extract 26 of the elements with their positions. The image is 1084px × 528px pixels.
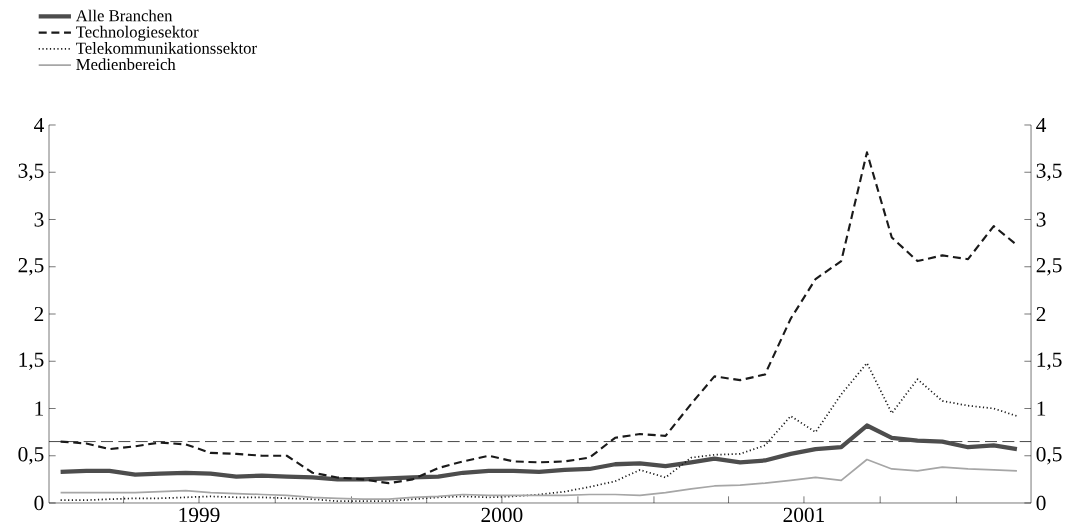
legend-label: Alle Branchen	[75, 9, 173, 22]
y2-tick-label: 3,5	[1036, 163, 1062, 181]
y2-tick-label: 4	[1036, 117, 1047, 133]
y2-tick-label: 1,5	[1037, 352, 1062, 370]
y2-tick-label: 3	[1036, 212, 1046, 227]
y-tick-label: 0	[34, 495, 44, 511]
y2-tick-label: 0	[1036, 495, 1046, 511]
legend-label: Medienbereich	[76, 58, 176, 71]
legend-label: Technologiesektor	[76, 25, 199, 42]
y2-tick-label: 2,5	[1036, 258, 1062, 276]
x-tick-label: 2001	[783, 507, 825, 523]
y-tick-label: 4	[34, 117, 44, 133]
x-tick-label: 2000	[481, 507, 523, 523]
y-tick-label: 3	[34, 212, 44, 227]
y2-tick-label: 1	[1037, 401, 1046, 416]
y-tick-label: 2,5	[18, 258, 44, 276]
y-tick-label: 1	[35, 401, 44, 416]
y-tick-label: 2	[34, 306, 44, 322]
y2-tick-label: 2	[1036, 306, 1046, 322]
x-tick-label: 1999	[179, 507, 220, 523]
y-tick-label: 1,5	[19, 352, 44, 370]
legend-label: Telekommunikationssektor	[76, 42, 257, 54]
y2-tick-label: 0,5	[1036, 447, 1062, 465]
y-tick-label: 3,5	[18, 163, 44, 181]
y-tick-label: 0,5	[18, 447, 44, 465]
line-series	[58, 423, 1020, 482]
